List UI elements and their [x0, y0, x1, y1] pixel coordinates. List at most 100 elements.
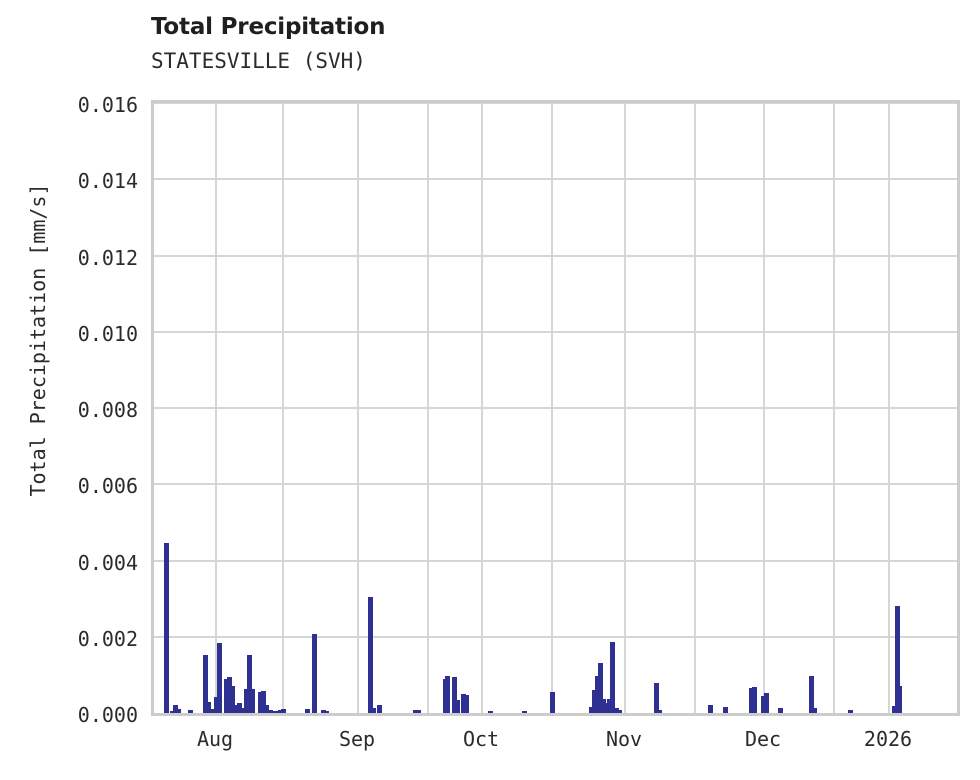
- bar: [895, 606, 900, 713]
- x-axis-tick-label: Dec: [744, 727, 782, 751]
- bar: [416, 710, 421, 713]
- gridline-vertical: [357, 103, 359, 713]
- x-axis-tick-labels: Aug Sep Oct Nov Dec 2026: [151, 727, 960, 757]
- y-axis-tick-label: 0.008: [77, 398, 138, 422]
- bar: [237, 702, 242, 713]
- bar: [214, 696, 219, 713]
- bar: [778, 707, 783, 713]
- bar: [164, 543, 169, 713]
- x-axis-tick-label: Sep: [338, 727, 376, 751]
- bar: [812, 707, 817, 713]
- y-axis-tick-label: 0.016: [77, 93, 138, 117]
- bar: [264, 705, 269, 713]
- gridline-horizontal: [154, 178, 957, 181]
- bar: [188, 709, 193, 713]
- bar: [258, 692, 263, 713]
- bar: [240, 707, 245, 713]
- bar: [173, 704, 178, 713]
- gridline-horizontal: [154, 407, 957, 409]
- bar: [522, 711, 527, 713]
- bar: [749, 687, 754, 713]
- y-axis-tick-label: 0.014: [77, 169, 138, 194]
- bar: [324, 711, 329, 713]
- gridline-vertical: [833, 103, 835, 713]
- bar: [312, 634, 317, 713]
- gridline-vertical: [427, 103, 429, 713]
- bar: [654, 682, 659, 713]
- x-axis-tick-label: 2026: [863, 727, 913, 751]
- bar: [247, 655, 252, 713]
- plot-inner: [154, 103, 957, 713]
- y-axis-tick-label: 0.004: [77, 550, 138, 575]
- gridline-vertical: [888, 103, 890, 713]
- y-axis-tick-label: 0.002: [77, 626, 138, 651]
- x-axis-tick-label: Oct: [462, 727, 500, 751]
- y-axis-tick-label: 0.000: [77, 703, 138, 727]
- y-axis-tick-labels: 0.000 0.002 0.004 0.006 0.008 0.010 0.012 0.014…: [14, 93, 138, 727]
- gridline-vertical: [282, 103, 284, 713]
- bar: [224, 679, 229, 713]
- bar: [234, 704, 239, 713]
- bar: [368, 597, 373, 713]
- bar: [617, 709, 622, 713]
- bar: [250, 688, 255, 713]
- x-axis-tick-label: Aug: [196, 727, 234, 751]
- y-axis-tick-label: 0.006: [77, 474, 138, 499]
- bar: [261, 690, 266, 713]
- bar: [170, 710, 175, 713]
- gridline-horizontal: [154, 103, 957, 104]
- bar: [604, 703, 609, 713]
- y-axis-tick-label: 0.010: [77, 321, 138, 346]
- gridline-vertical: [215, 103, 217, 713]
- bar: [614, 708, 619, 713]
- bar: [271, 711, 276, 713]
- bar: [211, 709, 216, 713]
- bar: [455, 699, 460, 713]
- bar: [203, 655, 208, 713]
- page-title: Total Precipitation: [151, 14, 386, 40]
- gridline-horizontal: [154, 254, 957, 257]
- bar: [321, 709, 326, 713]
- bar: [598, 663, 603, 713]
- bar: [268, 710, 273, 713]
- bar: [761, 695, 766, 713]
- bar: [723, 707, 728, 713]
- bar: [550, 692, 555, 713]
- bar: [708, 705, 713, 713]
- bar: [227, 677, 232, 713]
- bar: [305, 709, 310, 713]
- bar: [589, 706, 594, 713]
- bar: [764, 693, 769, 713]
- bar: [206, 701, 211, 713]
- x-axis-tick-label: Nov: [605, 727, 643, 751]
- bar: [452, 676, 457, 713]
- gridline-horizontal: [154, 635, 957, 638]
- bar: [445, 675, 450, 713]
- gridline-vertical: [763, 103, 765, 713]
- gridline-vertical: [481, 103, 483, 713]
- bar: [892, 706, 897, 713]
- bar: [461, 693, 466, 713]
- bar: [592, 690, 597, 713]
- bar: [464, 695, 469, 713]
- gridline-vertical: [694, 103, 696, 713]
- plot-area: [151, 100, 960, 716]
- bar: [657, 710, 662, 713]
- gridline-vertical: [624, 103, 626, 713]
- bar: [230, 685, 235, 713]
- bar: [848, 709, 853, 713]
- bar: [488, 710, 493, 713]
- gridline-horizontal: [154, 559, 957, 562]
- bar: [176, 708, 181, 713]
- gridline-horizontal: [154, 483, 957, 486]
- bar: [281, 709, 286, 713]
- bar: [607, 699, 612, 713]
- bar: [601, 698, 606, 713]
- bar: [244, 689, 249, 713]
- bar: [377, 704, 382, 713]
- chart-subtitle: STATESVILLE (SVH): [151, 49, 366, 73]
- bar: [274, 711, 279, 713]
- bar: [897, 686, 902, 713]
- bar: [371, 708, 376, 713]
